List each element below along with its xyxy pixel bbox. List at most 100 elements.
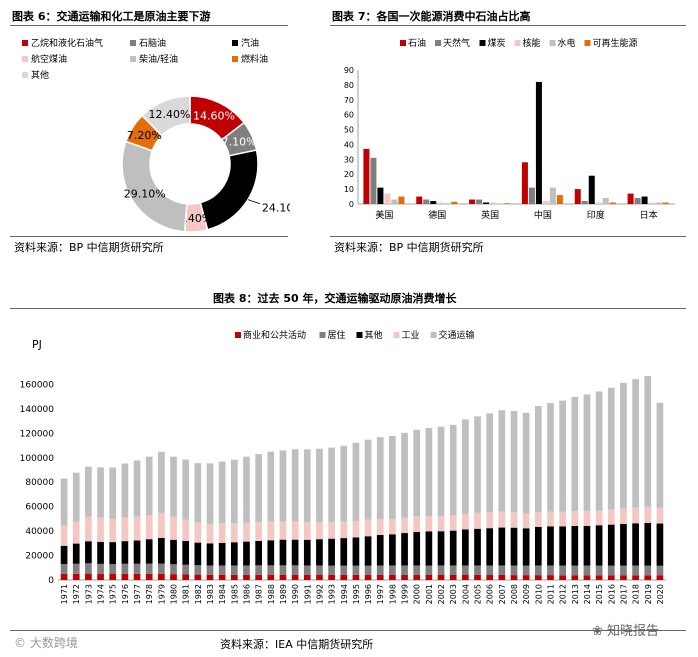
legend-label: 工业 — [402, 330, 420, 341]
bar-segment — [340, 574, 348, 580]
y-tick-label: 20 — [344, 170, 354, 179]
bar-segment — [316, 565, 323, 575]
bar-segment — [255, 574, 262, 580]
bar-segment — [182, 540, 190, 565]
bar-segment — [376, 437, 384, 520]
x-tick-label: 1978 — [145, 584, 154, 604]
bar-segment — [401, 565, 408, 575]
bar-segment — [206, 523, 214, 544]
bar-segment — [145, 456, 153, 516]
bar-segment — [194, 574, 202, 580]
bar-segment — [72, 563, 80, 574]
data-label: 24.10% — [262, 202, 290, 215]
y-tick-label: 30 — [344, 155, 354, 164]
bar-segment — [583, 565, 591, 576]
legend-swatch — [514, 40, 521, 46]
x-tick-label: 印度 — [587, 209, 605, 221]
bar-segment — [194, 522, 202, 543]
bar — [634, 198, 641, 204]
x-tick-label: 2008 — [510, 584, 519, 604]
bar-segment — [547, 565, 554, 576]
watermark-right-text: 知晓报告 — [607, 624, 660, 639]
x-tick-label: 2009 — [522, 584, 531, 604]
x-tick-label: 2007 — [498, 584, 507, 604]
x-tick-label: 2002 — [437, 584, 446, 604]
y-tick-label: 90 — [344, 66, 354, 75]
bar-segment — [437, 531, 445, 566]
bar-segment — [255, 454, 262, 522]
bar-segment — [389, 565, 396, 575]
bar-segment — [559, 511, 566, 527]
x-tick-label: 美国 — [375, 209, 393, 221]
x-tick-label: 1995 — [352, 584, 361, 604]
watermark-logo-icon: © — [14, 636, 26, 650]
donut-slice — [121, 140, 188, 233]
bar — [391, 199, 398, 204]
bar — [542, 201, 549, 204]
bar — [504, 203, 511, 204]
bar-segment — [510, 410, 518, 513]
bar-segment — [279, 450, 287, 522]
x-tick-label: 1982 — [194, 584, 203, 604]
bar-segment — [607, 387, 615, 510]
bar-segment — [255, 521, 262, 541]
bar-segment — [243, 574, 250, 580]
x-tick-label: 1989 — [279, 584, 288, 604]
bar-segment — [376, 565, 384, 575]
bar-segment — [376, 534, 384, 566]
y-tick-label: 100000 — [20, 454, 55, 464]
legend-swatch — [232, 40, 238, 46]
bar-segment — [60, 545, 68, 565]
data-label: 29.10% — [124, 187, 166, 200]
bar-segment — [364, 439, 372, 520]
bar-segment — [206, 565, 214, 575]
legend-label: 石脑油 — [139, 37, 166, 49]
x-tick-label: 中国 — [534, 209, 552, 221]
bar-segment — [607, 524, 615, 566]
legend-swatch — [319, 332, 326, 338]
x-tick-label: 1991 — [303, 584, 312, 604]
bar-segment — [255, 540, 262, 566]
bar-segment — [97, 573, 104, 580]
legend-label: 其他 — [31, 69, 49, 81]
y-tick-label: 40000 — [25, 527, 54, 537]
bar-segment — [85, 573, 92, 580]
bar-segment — [328, 522, 335, 539]
bar-segment — [425, 565, 433, 575]
bar-segment — [449, 574, 457, 580]
bar-segment — [534, 512, 542, 527]
bar-segment — [352, 537, 360, 566]
bar-segment — [60, 564, 68, 574]
bar-segment — [413, 516, 421, 532]
bar-segment — [109, 467, 117, 519]
data-label: 7.10% — [222, 136, 257, 149]
x-tick-label: 2001 — [425, 584, 434, 604]
bar-segment — [230, 459, 238, 524]
bar-segment — [267, 565, 275, 575]
bar-segment — [303, 449, 311, 523]
bar-segment — [279, 521, 287, 540]
bar-segment — [632, 379, 639, 508]
bar — [556, 195, 563, 204]
x-tick-label: 2012 — [559, 584, 568, 604]
fig6-title: 图表 6：交通运输和化工是原油主要下游 — [12, 10, 211, 23]
bar-segment — [121, 541, 129, 564]
bar-segment — [486, 413, 494, 513]
bar-segment — [291, 539, 299, 566]
bar-segment — [389, 435, 396, 520]
bar-segment — [60, 525, 68, 546]
bar-segment — [243, 522, 250, 542]
legend-swatch — [130, 56, 136, 62]
bar-segment — [218, 574, 226, 580]
bar-segment — [328, 538, 335, 566]
bar-segment — [498, 565, 506, 575]
x-tick-label: 1971 — [60, 584, 69, 604]
x-tick-label: 1976 — [121, 584, 130, 604]
bar-segment — [583, 575, 591, 580]
x-tick-label: 2010 — [534, 584, 543, 604]
x-tick-label: 英国 — [481, 209, 499, 221]
bar-segment — [449, 424, 457, 516]
bar-segment — [303, 522, 311, 540]
bar-segment — [486, 574, 494, 580]
bar-segment — [595, 525, 603, 566]
